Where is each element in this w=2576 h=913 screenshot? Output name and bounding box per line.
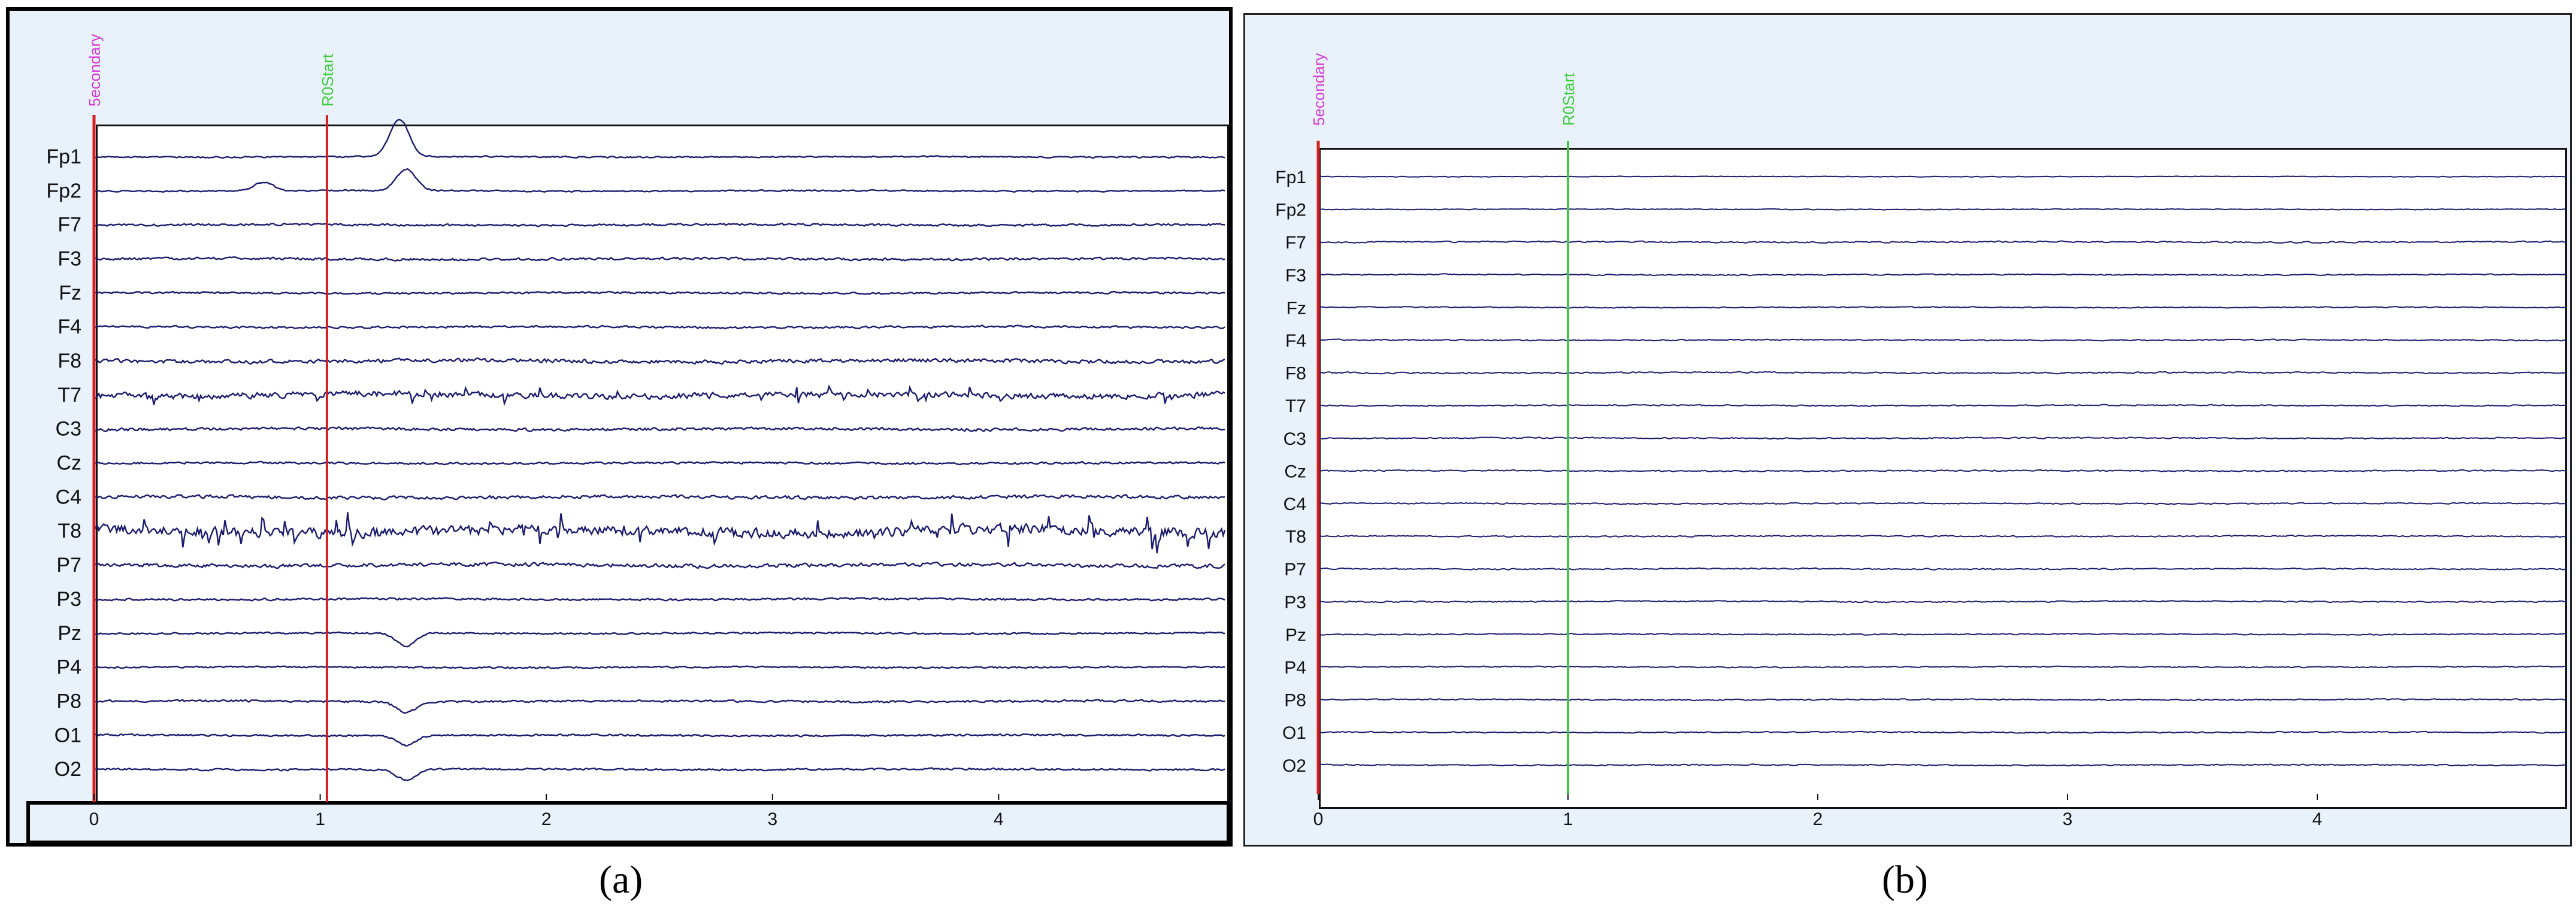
x-tick-label-0: 0 bbox=[1313, 809, 1324, 829]
channel-label-fp2: Fp2 bbox=[1275, 201, 1306, 220]
channel-label-fp2: Fp2 bbox=[46, 180, 81, 202]
channel-label-f8: F8 bbox=[1285, 364, 1306, 384]
marker-label-boundary: 5econdary bbox=[1310, 53, 1328, 126]
eeg-trace-o1 bbox=[1318, 730, 2568, 734]
eeg-trace-c4 bbox=[93, 493, 1225, 501]
eeg-trace-f3 bbox=[1318, 273, 2568, 277]
channel-label-p4: P4 bbox=[56, 656, 81, 679]
channel-label-f7: F7 bbox=[1285, 233, 1306, 253]
channel-label-o1: O1 bbox=[1282, 723, 1306, 743]
eeg-trace-fp2 bbox=[93, 168, 1225, 193]
eeg-trace-cz bbox=[93, 460, 1225, 466]
channel-label-t7: T7 bbox=[57, 384, 81, 407]
eeg-trace-p7 bbox=[1318, 567, 2568, 571]
channel-label-f4: F4 bbox=[1285, 331, 1306, 351]
eeg-trace-f3 bbox=[93, 256, 1225, 262]
x-tick-label-1: 1 bbox=[1563, 809, 1573, 829]
marker-label-boundary: 5econdary bbox=[86, 34, 104, 107]
channel-label-t7: T7 bbox=[1285, 396, 1306, 416]
x-tick-label-1: 1 bbox=[315, 809, 325, 829]
channel-label-p8: P8 bbox=[1284, 691, 1306, 711]
eeg-trace-f4 bbox=[1318, 338, 2568, 342]
eeg-trace-c3 bbox=[1318, 436, 2568, 440]
eeg-trace-t8 bbox=[1318, 534, 2568, 538]
eeg-trace-t7 bbox=[1318, 404, 2568, 407]
channel-label-fp1: Fp1 bbox=[46, 145, 81, 168]
x-tick-label-2: 2 bbox=[1813, 809, 1823, 829]
channel-label-t8: T8 bbox=[1285, 527, 1306, 547]
channel-label-fz: Fz bbox=[59, 281, 81, 304]
channel-label-p7: P7 bbox=[1284, 560, 1306, 580]
eeg-trace-cz bbox=[1318, 469, 2568, 472]
eeg-trace-p3 bbox=[93, 596, 1225, 602]
time-axis-strip-a bbox=[26, 801, 1230, 844]
eeg-trace-p4 bbox=[1318, 665, 2568, 669]
x-tick-label-2: 2 bbox=[541, 809, 552, 829]
x-tick-label-3: 3 bbox=[767, 809, 777, 829]
channel-label-t8: T8 bbox=[57, 520, 81, 542]
eeg-panel-a bbox=[6, 7, 1233, 847]
eeg-trace-p4 bbox=[93, 665, 1225, 669]
channel-label-o1: O1 bbox=[55, 724, 81, 747]
marker-label-r0start: R0Start bbox=[1560, 72, 1578, 126]
eeg-trace-t8 bbox=[93, 512, 1226, 554]
eeg-trace-t7 bbox=[93, 384, 1225, 407]
channel-label-p8: P8 bbox=[56, 690, 81, 712]
panel-caption-b: (b) bbox=[1882, 858, 1928, 902]
eeg-trace-pz bbox=[1318, 632, 2568, 636]
channel-label-pz: Pz bbox=[57, 622, 81, 645]
eeg-trace-f7 bbox=[93, 222, 1225, 228]
eeg-trace-c3 bbox=[93, 426, 1225, 432]
eeg-trace-o2 bbox=[93, 767, 1225, 781]
channel-label-f3: F3 bbox=[1285, 266, 1306, 286]
eeg-plot-area-a bbox=[96, 125, 1229, 805]
eeg-trace-fp2 bbox=[1318, 208, 2568, 211]
x-tick-label-4: 4 bbox=[994, 809, 1004, 829]
eeg-trace-f4 bbox=[93, 324, 1225, 329]
eeg-trace-fp1 bbox=[1318, 175, 2568, 178]
eeg-trace-p8 bbox=[1318, 697, 2568, 702]
eeg-trace-p7 bbox=[93, 561, 1225, 569]
x-tick-label-0: 0 bbox=[89, 809, 99, 829]
eeg-trace-p3 bbox=[1318, 600, 2568, 603]
eeg-trace-fp1 bbox=[93, 119, 1225, 159]
eeg-trace-f8 bbox=[93, 357, 1225, 365]
channel-label-o2: O2 bbox=[1282, 756, 1306, 776]
eeg-trace-pz bbox=[93, 631, 1225, 648]
eeg-trace-fz bbox=[93, 290, 1225, 295]
channel-label-f4: F4 bbox=[57, 316, 81, 338]
eeg-trace-o1 bbox=[93, 733, 1225, 747]
eeg-trace-o2 bbox=[1318, 763, 2568, 767]
channel-label-pz: Pz bbox=[1285, 625, 1306, 645]
eeg-trace-p8 bbox=[93, 699, 1225, 714]
channel-label-f7: F7 bbox=[57, 214, 81, 236]
channel-label-o2: O2 bbox=[55, 758, 81, 781]
channel-label-c4: C4 bbox=[56, 486, 81, 508]
channel-label-fz: Fz bbox=[1287, 298, 1306, 318]
channel-label-cz: Cz bbox=[56, 452, 81, 475]
channel-label-f8: F8 bbox=[57, 350, 81, 372]
panel-caption-a: (a) bbox=[599, 858, 643, 902]
eeg-plot-area-b bbox=[1319, 148, 2567, 809]
channel-label-p3: P3 bbox=[1284, 593, 1306, 612]
x-tick-label-3: 3 bbox=[2063, 809, 2073, 829]
eeg-trace-fz bbox=[1318, 306, 2568, 309]
channel-label-fp1: Fp1 bbox=[1275, 168, 1306, 187]
eeg-panel-b bbox=[1243, 13, 2572, 847]
channel-label-c3: C3 bbox=[56, 418, 81, 441]
channel-label-cz: Cz bbox=[1284, 462, 1306, 481]
channel-label-p3: P3 bbox=[56, 588, 81, 611]
eeg-trace-f7 bbox=[1318, 240, 2568, 244]
channel-label-f3: F3 bbox=[57, 248, 81, 271]
channel-label-p7: P7 bbox=[56, 554, 81, 577]
eeg-trace-c4 bbox=[1318, 502, 2567, 505]
marker-label-r0start: R0Start bbox=[319, 53, 337, 107]
x-tick-label-4: 4 bbox=[2312, 809, 2323, 829]
channel-label-c3: C3 bbox=[1284, 429, 1306, 449]
eeg-trace-f8 bbox=[1318, 371, 2568, 375]
channel-label-c4: C4 bbox=[1284, 495, 1306, 514]
channel-label-p4: P4 bbox=[1284, 658, 1306, 678]
